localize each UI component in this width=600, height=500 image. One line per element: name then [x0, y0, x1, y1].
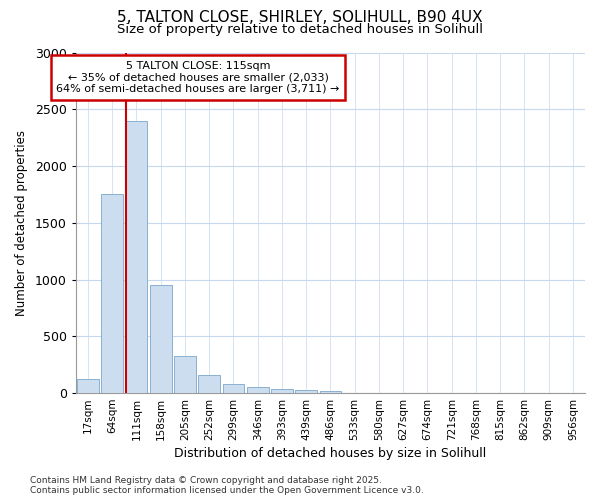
Y-axis label: Number of detached properties: Number of detached properties — [15, 130, 28, 316]
Bar — [150, 285, 172, 393]
Bar — [271, 388, 293, 393]
Bar — [368, 392, 390, 393]
Text: 5, TALTON CLOSE, SHIRLEY, SOLIHULL, B90 4UX: 5, TALTON CLOSE, SHIRLEY, SOLIHULL, B90 … — [117, 10, 483, 25]
Bar — [223, 384, 244, 393]
Bar — [320, 391, 341, 393]
Bar — [198, 376, 220, 393]
Bar — [295, 390, 317, 393]
Bar — [174, 356, 196, 393]
Text: Contains HM Land Registry data © Crown copyright and database right 2025.
Contai: Contains HM Land Registry data © Crown c… — [30, 476, 424, 495]
Bar — [125, 120, 148, 393]
Bar — [247, 387, 269, 393]
Text: Size of property relative to detached houses in Solihull: Size of property relative to detached ho… — [117, 22, 483, 36]
Text: 5 TALTON CLOSE: 115sqm
← 35% of detached houses are smaller (2,033)
64% of semi-: 5 TALTON CLOSE: 115sqm ← 35% of detached… — [56, 61, 340, 94]
Bar — [101, 194, 123, 393]
Bar — [77, 380, 99, 393]
Bar — [344, 392, 365, 393]
X-axis label: Distribution of detached houses by size in Solihull: Distribution of detached houses by size … — [174, 447, 487, 460]
